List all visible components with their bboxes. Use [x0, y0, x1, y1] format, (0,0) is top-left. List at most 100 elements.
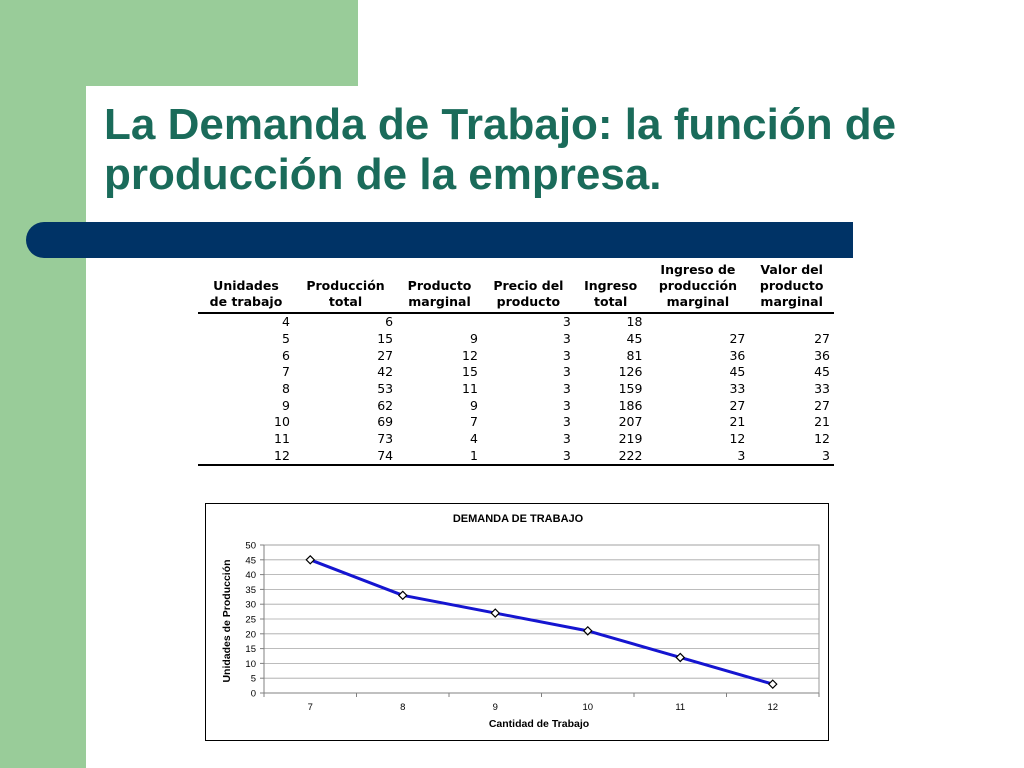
data-point-marker — [767, 679, 778, 689]
cell-labor-units: 5 — [282, 331, 290, 347]
slide-title-line-1: La Demanda de Trabajo: la función de — [104, 100, 897, 149]
cell-marginal-product: 1 — [397, 447, 482, 467]
cell-total-revenue: 45 — [626, 331, 643, 347]
cell-total-production: 6 — [385, 314, 394, 330]
table-body: 4 6 3 18 5 15 9 3 45 27 27 6 27 12 3 81 36 36 7 42 15 3 126 45 4… — [198, 313, 834, 467]
cell-total-revenue: 219 — [618, 431, 643, 447]
cell-marginal-product: 12 — [462, 347, 478, 363]
header-label: Precio del producto — [493, 278, 564, 309]
header-total-production: Producción total — [293, 262, 398, 314]
chart-title: DEMANDA DE TRABAJO — [453, 513, 584, 525]
cell-labor-units: 7 — [282, 364, 290, 380]
header-product-price: Precio del producto — [481, 262, 575, 314]
cell-total-production: 62 — [377, 397, 394, 413]
cell-total-revenue: 81 — [626, 347, 643, 363]
data-point-marker — [397, 590, 408, 601]
top-accent-bar — [0, 0, 358, 86]
cell-total-production: 53 — [377, 381, 394, 397]
cell-marginal-revenue-product: 21 — [729, 414, 746, 430]
cell-marginal-product: 7 — [470, 414, 478, 430]
header-label: Valor del producto marginal — [759, 262, 824, 309]
cell-total-production: 15 — [377, 331, 394, 347]
cell-labor-units: 4 — [282, 314, 290, 330]
chart-canvas: DEMANDA DE TRABAJO Cantidad de Trabajo U… — [221, 513, 820, 730]
cell-total-revenue: 186 — [618, 397, 643, 413]
cell-marginal-revenue-product: 27 — [729, 331, 746, 347]
table-row: 7 42 15 3 126 45 45 — [198, 364, 834, 381]
cell-product-price: 3 — [562, 364, 571, 380]
cell-total-production: 74 — [293, 447, 398, 467]
cell-marginal-revenue-product — [646, 313, 749, 331]
cell-marginal-revenue-product: 33 — [729, 381, 746, 397]
x-tick-label: 11 — [675, 702, 685, 713]
cell-marginal-revenue-product: 45 — [729, 364, 746, 380]
labor-demand-chart: DEMANDA DE TRABAJO Cantidad de Trabajo U… — [205, 503, 829, 741]
cell-marginal-revenue-product: 36 — [729, 347, 746, 363]
cell-product-price: 3 — [562, 381, 571, 397]
cell-marginal-product: 15 — [462, 364, 478, 380]
labor-demand-table: Unidades de trabajo Producción total Pro… — [198, 262, 834, 467]
header-marginal-product-value: Valor del producto marginal — [749, 262, 834, 314]
table-row: 12 74 1 3 222 3 3 — [198, 447, 834, 467]
y-axis-label: Unidades de Producción — [221, 559, 233, 682]
cell-marginal-product-value: 33 — [814, 381, 830, 397]
cell-labor-units: 11 — [274, 431, 290, 447]
cell-marginal-product-value: 21 — [814, 414, 830, 430]
cell-total-production: 73 — [377, 431, 394, 447]
y-tick-label: 45 — [245, 555, 256, 566]
plot-area: 0 5 10 15 20 25 30 35 40 45 50 7 8 9 10 11 12 — [245, 541, 820, 713]
title-divider-bar — [26, 222, 853, 258]
cell-product-price: 3 — [562, 331, 571, 347]
cell-marginal-product-value: 27 — [814, 397, 830, 413]
cell-total-production: 69 — [377, 414, 394, 430]
cell-marginal-product-value: 3 — [749, 447, 834, 467]
header-label: Ingreso de producción marginal — [658, 262, 737, 309]
cell-product-price: 3 — [562, 314, 571, 330]
cell-total-revenue: 159 — [618, 381, 643, 397]
cell-labor-units: 12 — [198, 447, 294, 467]
series-line — [309, 558, 774, 686]
header-total-revenue: Ingreso total — [574, 262, 647, 314]
cell-marginal-product-value — [749, 313, 834, 331]
table-row: 11 73 4 3 219 12 12 — [198, 431, 834, 448]
cell-total-production: 42 — [377, 364, 394, 380]
cell-total-revenue: 126 — [618, 364, 643, 380]
table-row: 5 15 9 3 45 27 27 — [198, 331, 834, 348]
header-marginal-product: Producto marginal — [397, 262, 482, 314]
cell-product-price: 3 — [562, 431, 571, 447]
cell-total-revenue: 222 — [574, 447, 647, 467]
y-tick-label: 50 — [245, 541, 256, 552]
header-label: Producto marginal — [407, 278, 472, 309]
cell-marginal-revenue-product: 12 — [729, 431, 746, 447]
cell-labor-units: 10 — [274, 414, 290, 430]
cell-marginal-product-value: 36 — [814, 347, 830, 363]
cell-labor-units: 9 — [282, 397, 290, 413]
slide-title-line-2: producción de la empresa. — [104, 150, 662, 199]
y-tick-label: 40 — [245, 570, 256, 581]
cell-product-price: 3 — [562, 397, 571, 413]
cell-labor-units: 6 — [282, 347, 290, 363]
data-point-marker — [305, 554, 316, 565]
cell-marginal-revenue-product: 3 — [646, 447, 750, 467]
x-tick-label: 12 — [767, 702, 778, 713]
header-label: Producción total — [306, 278, 385, 309]
cell-marginal-revenue-product: 27 — [729, 397, 746, 413]
table-header-row: Unidades de trabajo Producción total Pro… — [198, 262, 834, 314]
y-tick-label: 35 — [245, 585, 256, 596]
table-row: 10 69 7 3 207 21 21 — [198, 414, 834, 431]
y-tick-label: 25 — [245, 615, 256, 626]
cell-total-revenue: 207 — [618, 414, 643, 430]
header-marginal-revenue-product: Ingreso de producción marginal — [646, 262, 750, 314]
slide-title: La Demanda de Trabajo: la función de pro… — [104, 100, 984, 200]
x-tick-label: 9 — [493, 702, 498, 713]
y-tick-label: 20 — [245, 629, 256, 640]
x-tick-label: 8 — [400, 702, 405, 713]
table-row: 9 62 9 3 186 27 27 — [198, 397, 834, 414]
y-tick-label: 30 — [245, 600, 256, 611]
data-point-marker — [675, 652, 686, 663]
x-axis-label: Cantidad de Trabajo — [489, 718, 589, 730]
cell-marginal-product-value: 45 — [814, 364, 830, 380]
cell-marginal-product — [397, 313, 482, 331]
cell-marginal-product: 11 — [462, 381, 478, 397]
header-labor-units: Unidades de trabajo — [198, 262, 294, 314]
